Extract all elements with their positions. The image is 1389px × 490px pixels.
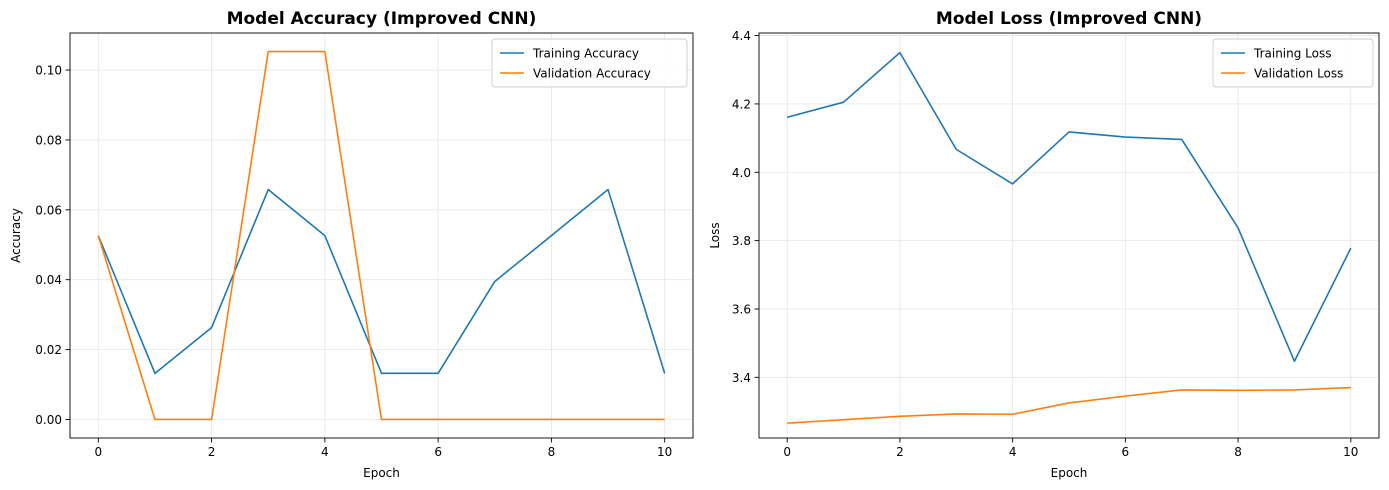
accuracy-x-tick-label: 6 (434, 445, 442, 459)
loss-chart-title: Model Loss (Improved CNN) (936, 9, 1202, 29)
loss-series-line-1 (787, 386, 1351, 424)
accuracy-y-tick-label: 0.06 (35, 203, 62, 217)
accuracy-legend-label-0: Training Accuracy (532, 47, 639, 61)
accuracy-x-tick-label: 2 (208, 445, 216, 459)
accuracy-chart: 0 2 4 6 8 10 0.00 0.02 0.04 0.06 0.08 0.10 Model Acc… (9, 9, 694, 480)
loss-x-axis-label: Epoch (1051, 466, 1088, 480)
loss-x-tick-label: 10 (1343, 445, 1358, 459)
accuracy-y-tick-label: 0.02 (35, 343, 62, 357)
loss-legend: Training Loss Validation Loss (1212, 38, 1374, 88)
loss-x-tick-label: 4 (1009, 445, 1017, 459)
loss-y-tick-label: 4.2 (732, 97, 751, 111)
accuracy-chart-title: Model Accuracy (Improved CNN) (227, 9, 537, 29)
accuracy-legend-box (491, 38, 688, 88)
accuracy-x-axis-label: Epoch (363, 466, 400, 480)
accuracy-x-tick-label: 4 (321, 445, 329, 459)
accuracy-plot-frame (69, 32, 694, 439)
loss-y-tick-label: 4.0 (732, 166, 751, 180)
accuracy-x-tick-label: 0 (94, 445, 102, 459)
loss-x-tick-label: 2 (896, 445, 904, 459)
accuracy-legend-label-1: Validation Accuracy (533, 67, 651, 81)
loss-x-tick-label: 6 (1122, 445, 1130, 459)
accuracy-y-tick-label: 0.08 (35, 133, 62, 147)
accuracy-x-tick-label: 8 (548, 445, 556, 459)
accuracy-y-tick-label: 0.00 (35, 413, 62, 427)
loss-y-tick-label: 3.8 (732, 234, 751, 248)
accuracy-y-tick-label: 0.04 (35, 273, 62, 287)
accuracy-y-tick-label: 0.10 (35, 64, 62, 78)
loss-y-axis-label: Loss (708, 222, 722, 248)
loss-chart: 0 2 4 6 8 10 3.4 3.6 3.8 4.0 4.2 4.4 Model Loss (Imp… (708, 9, 1380, 480)
accuracy-y-axis-label: Accuracy (9, 208, 23, 263)
loss-legend-label-1: Validation Loss (1254, 67, 1343, 81)
accuracy-series-line-0 (97, 188, 666, 375)
loss-legend-label-0: Training Loss (1253, 47, 1331, 61)
loss-series-line-0 (786, 51, 1352, 363)
loss-y-tick-label: 3.4 (732, 371, 751, 385)
loss-x-tick-label: 8 (1234, 445, 1242, 459)
loss-legend-box (1212, 38, 1374, 88)
accuracy-x-tick-label: 10 (657, 445, 672, 459)
accuracy-legend: Training Accuracy Validation Accuracy (491, 38, 688, 88)
loss-y-tick-label: 4.4 (732, 29, 751, 43)
accuracy-series-line-1 (97, 50, 665, 421)
loss-plot-frame (758, 32, 1380, 439)
loss-x-tick-label: 0 (783, 445, 791, 459)
loss-y-tick-label: 3.6 (732, 302, 751, 316)
